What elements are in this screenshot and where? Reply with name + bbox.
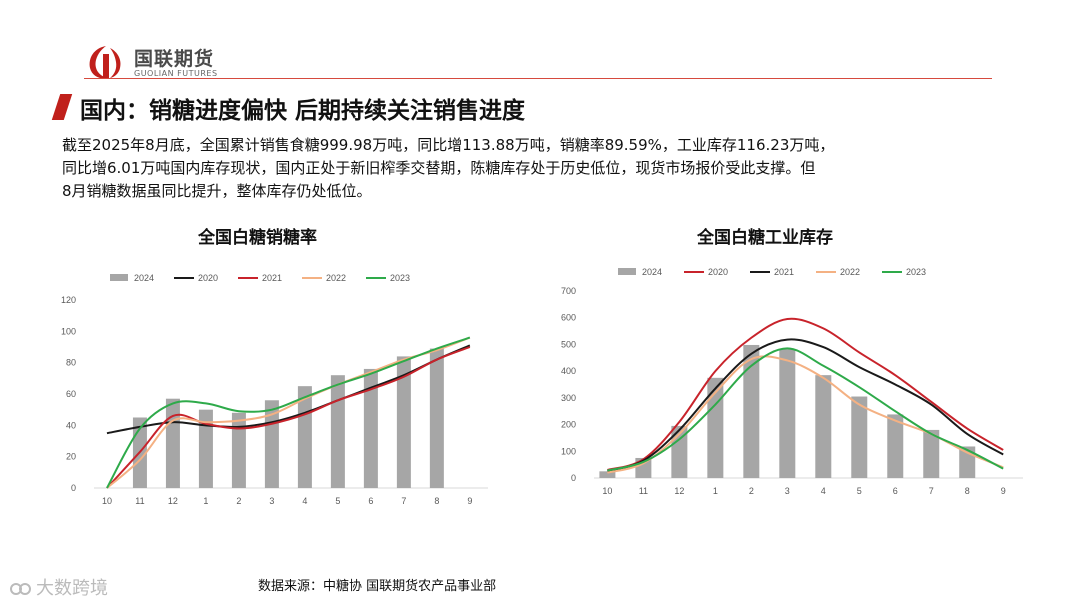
data-source-note: 数据来源：中糖协 国联期货农产品事业部: [258, 579, 497, 594]
logo-icon: [89, 46, 121, 79]
y-tick-label: 120: [61, 295, 76, 305]
bar-2024-7: [923, 429, 940, 478]
legend-label-2023: 2023: [906, 267, 926, 277]
line-series-2021: [607, 338, 1004, 473]
legend-label-2021: 2021: [262, 273, 282, 283]
line-series-2023: [106, 336, 471, 489]
bar-2024-1: [707, 377, 724, 478]
line-series-2021: [106, 346, 471, 489]
x-tick-label: 7: [401, 496, 406, 506]
legend-label-2022: 2022: [326, 273, 346, 283]
y-tick-label: 40: [66, 420, 76, 430]
header-divider: [84, 78, 992, 79]
y-tick-label: 100: [61, 326, 76, 336]
legend-swatch-2024: [618, 268, 636, 275]
x-tick-label: 1: [203, 496, 208, 506]
title-accent-mark: [51, 94, 73, 120]
y-tick-label: 80: [66, 358, 76, 368]
bar-2024-1: [198, 409, 213, 488]
y-tick-label: 20: [66, 452, 76, 462]
bar-2024-7: [396, 356, 411, 488]
line-series-2020: [607, 317, 1004, 471]
legend-label-2024: 2024: [642, 267, 662, 277]
watermark-logo-icon: [10, 583, 31, 595]
x-tick-label: 6: [893, 486, 898, 496]
x-tick-label: 9: [1001, 486, 1006, 496]
bar-2024-2: [743, 344, 760, 478]
description-text: 截至2025年8月底，全国累计销售食糖999.98万吨，同比增113.88万吨，…: [62, 134, 982, 203]
x-tick-label: 4: [302, 496, 307, 506]
chart-title-sales-rate: 全国白糖销糖率: [198, 228, 317, 248]
description-line: 同比增6.01万吨国内库存现状，国内正处于新旧榨季交替期，陈糖库存处于历史低位，…: [62, 159, 816, 177]
description-line: 截至2025年8月底，全国累计销售食糖999.98万吨，同比增113.88万吨，…: [62, 136, 835, 154]
bar-2024-3: [779, 349, 796, 478]
y-tick-label: 200: [561, 420, 576, 430]
bar-2024-5: [330, 375, 345, 488]
y-tick-label: 60: [66, 389, 76, 399]
description-line: 8月销糖数据虽同比提升，整体库存仍处低位。: [62, 182, 372, 200]
x-tick-label: 1: [713, 486, 718, 496]
brand-logo: 国联期货 GUOLIAN FUTURES: [84, 42, 244, 82]
x-tick-label: 3: [785, 486, 790, 496]
x-tick-label: 10: [602, 486, 612, 496]
legend-swatch-2024: [110, 274, 128, 281]
y-tick-label: 0: [71, 483, 76, 493]
watermark-text: 大数跨境: [36, 578, 108, 599]
legend-label-2024: 2024: [134, 273, 154, 283]
legend-label-2023: 2023: [390, 273, 410, 283]
legend-label-2021: 2021: [774, 267, 794, 277]
bar-2024-6: [363, 368, 378, 488]
y-tick-label: 300: [561, 393, 576, 403]
y-tick-label: 500: [561, 339, 576, 349]
legend-label-2020: 2020: [198, 273, 218, 283]
page-title: 国内：销糖进度偏快 后期持续关注销售进度: [80, 98, 526, 124]
bar-2024-10: [599, 471, 616, 478]
bar-2024-8: [429, 348, 444, 488]
y-tick-label: 700: [561, 286, 576, 296]
x-tick-label: 10: [102, 496, 112, 506]
x-tick-label: 7: [929, 486, 934, 496]
x-tick-label: 8: [434, 496, 439, 506]
y-tick-label: 0: [571, 473, 576, 483]
x-tick-label: 2: [236, 496, 241, 506]
bar-2024-6: [887, 414, 904, 478]
industrial-stock-chart: 2024 2020 2021 2022 2023 0 100 200 300 400 500 600 7…: [561, 267, 1023, 496]
bar-2024-2: [231, 412, 246, 488]
bar-2024-4: [815, 375, 832, 478]
legend-label-2020: 2020: [708, 267, 728, 277]
bar-2024-5: [851, 396, 868, 478]
x-tick-label: 12: [674, 486, 684, 496]
chart-title-industrial-stock: 全国白糖工业库存: [697, 228, 833, 248]
top-band: [0, 0, 1080, 8]
x-tick-label: 4: [821, 486, 826, 496]
bar-2024-8: [959, 446, 976, 478]
x-tick-label: 11: [135, 496, 144, 506]
x-tick-label: 6: [368, 496, 373, 506]
x-tick-label: 12: [168, 496, 178, 506]
line-series-2022: [106, 336, 471, 489]
bar-2024-12: [165, 398, 180, 488]
x-tick-label: 5: [857, 486, 862, 496]
y-tick-label: 100: [561, 446, 576, 456]
logo-en-text: GUOLIAN FUTURES: [134, 69, 218, 78]
legend-label-2022: 2022: [840, 267, 860, 277]
watermark: 大数跨境: [10, 574, 108, 600]
logo-cn-text: 国联期货: [134, 48, 215, 70]
x-tick-label: 5: [335, 496, 340, 506]
x-tick-label: 8: [965, 486, 970, 496]
y-tick-label: 400: [561, 366, 576, 376]
x-tick-label: 9: [467, 496, 472, 506]
line-series-2023: [607, 347, 1004, 472]
x-tick-label: 3: [269, 496, 274, 506]
x-tick-label: 11: [639, 486, 648, 496]
x-tick-label: 2: [749, 486, 754, 496]
y-tick-label: 600: [561, 313, 576, 323]
